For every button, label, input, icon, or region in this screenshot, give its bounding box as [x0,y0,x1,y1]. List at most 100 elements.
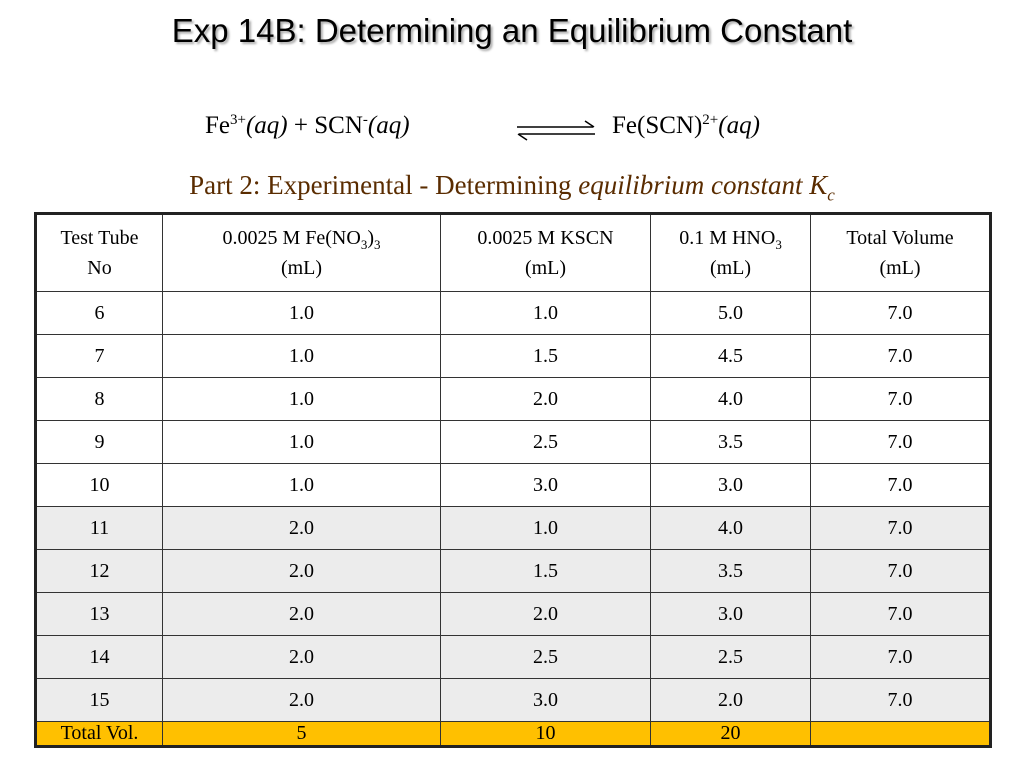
empty-cell [810,721,991,747]
header-text: Total Volume [846,227,954,249]
cell: 7.0 [810,291,991,335]
cell: 1.0 [162,463,441,507]
cell: 1.0 [440,506,651,550]
data-row: 11 2.0 1.0 4.0 7.0 [35,506,991,550]
cell: 3.0 [650,463,811,507]
cell: 2.0 [440,592,651,636]
cell: 7.0 [810,506,991,550]
cell: 3.0 [440,678,651,722]
cell: 6 [35,291,163,335]
cell: 7.0 [810,635,991,679]
data-row: 15 2.0 3.0 2.0 7.0 [35,678,991,722]
cell: 3.0 [650,592,811,636]
header-text: 0.0025 M Fe(NO [222,227,361,249]
cell: 4.5 [650,334,811,378]
cell: 2.0 [650,678,811,722]
species: Fe(SCN) [612,112,703,139]
cell: 4.0 [650,377,811,421]
cell: 2.0 [162,506,441,550]
cell: 7.0 [810,420,991,464]
cell: 1.0 [162,291,441,335]
data-row: 14 2.0 2.5 2.5 7.0 [35,635,991,679]
state: (aq) [718,112,760,139]
header-text: 0.1 M HNO [679,227,776,249]
subtitle-emphasis: equilibrium constant K [578,170,828,200]
cell: 7.0 [810,592,991,636]
data-row: 6 1.0 1.0 5.0 7.0 [35,291,991,335]
header-text: (mL) [280,257,323,279]
total-cell: 10 [440,721,651,747]
cell: 2.0 [440,377,651,421]
cell: 15 [35,678,163,722]
cell: 7.0 [810,549,991,593]
cell: 7 [35,334,163,378]
product: Fe(SCN)2+(aq) [612,112,760,140]
cell: 1.0 [440,291,651,335]
header-cell: 0.0025 M Fe(NO3)3 (mL) [162,213,441,292]
cell: 13 [35,592,163,636]
charge: - [362,112,368,128]
cell: 1.5 [440,549,651,593]
plus: + [293,112,308,139]
header-text: (mL) [709,257,752,279]
cell: 5.0 [650,291,811,335]
header-cell: 0.0025 M KSCN (mL) [440,213,651,292]
cell: 9 [35,420,163,464]
cell: 2.5 [440,420,651,464]
equilibrium-arrow [517,120,595,141]
header-row: Test Tube No 0.0025 M Fe(NO3)3 (mL) 0.0025 M… [35,213,991,292]
data-row: 7 1.0 1.5 4.5 7.0 [35,334,991,378]
total-cell: 20 [650,721,811,747]
cell: 3.5 [650,549,811,593]
cell: 2.5 [440,635,651,679]
cell: 2.5 [650,635,811,679]
cell: 8 [35,377,163,421]
cell: 14 [35,635,163,679]
state: (aq) [367,112,410,139]
cell: 7.0 [810,678,991,722]
header-text: 0.0025 M KSCN [477,227,614,249]
header-cell: 0.1 M HNO3 (mL) [650,213,811,292]
cell: 7.0 [810,334,991,378]
header-cell: Test Tube No [35,213,163,292]
cell: 1.0 [162,377,441,421]
species: SCN [314,112,363,139]
cell: 2.0 [162,678,441,722]
data-row: 9 1.0 2.5 3.5 7.0 [35,420,991,464]
cell: 1.0 [162,334,441,378]
header-text: (mL) [524,257,567,279]
header-text: ) [367,227,374,249]
total-cell: Total Vol. [35,721,163,747]
header-cell: Total Volume (mL) [810,213,991,292]
cell: 7.0 [810,377,991,421]
cell: 1.5 [440,334,651,378]
cell: 2.0 [162,592,441,636]
subscript: 3 [374,237,381,252]
slide-title: Exp 14B: Determining an Equilibrium Cons… [171,12,853,49]
subscript: 3 [775,237,782,252]
data-row: 13 2.0 2.0 3.0 7.0 [35,592,991,636]
cell: 11 [35,506,163,550]
state: (aq) [245,112,288,139]
data-table: Test Tube No 0.0025 M Fe(NO3)3 (mL) 0.0025 M… [34,212,992,748]
cell: 2.0 [162,635,441,679]
subtitle: Part 2: Experimental - Determining equil… [0,170,1024,205]
header-text: (mL) [879,257,921,279]
data-row: 10 1.0 3.0 3.0 7.0 [35,463,991,507]
data-row: 8 1.0 2.0 4.0 7.0 [35,377,991,421]
subtitle-text: Part 2: Experimental - Determining [189,170,572,200]
data-row: 12 2.0 1.5 3.5 7.0 [35,549,991,593]
cell: 3.5 [650,420,811,464]
header-text: Test Tube [60,227,139,249]
cell: 10 [35,463,163,507]
species: Fe [205,112,230,139]
cell: 7.0 [810,463,991,507]
charge: 2+ [702,112,719,128]
subscript: c [827,185,835,205]
subscript: 3 [360,237,368,252]
total-cell: 5 [162,721,441,747]
cell: 1.0 [162,420,441,464]
cell: 2.0 [162,549,441,593]
cell: 4.0 [650,506,811,550]
